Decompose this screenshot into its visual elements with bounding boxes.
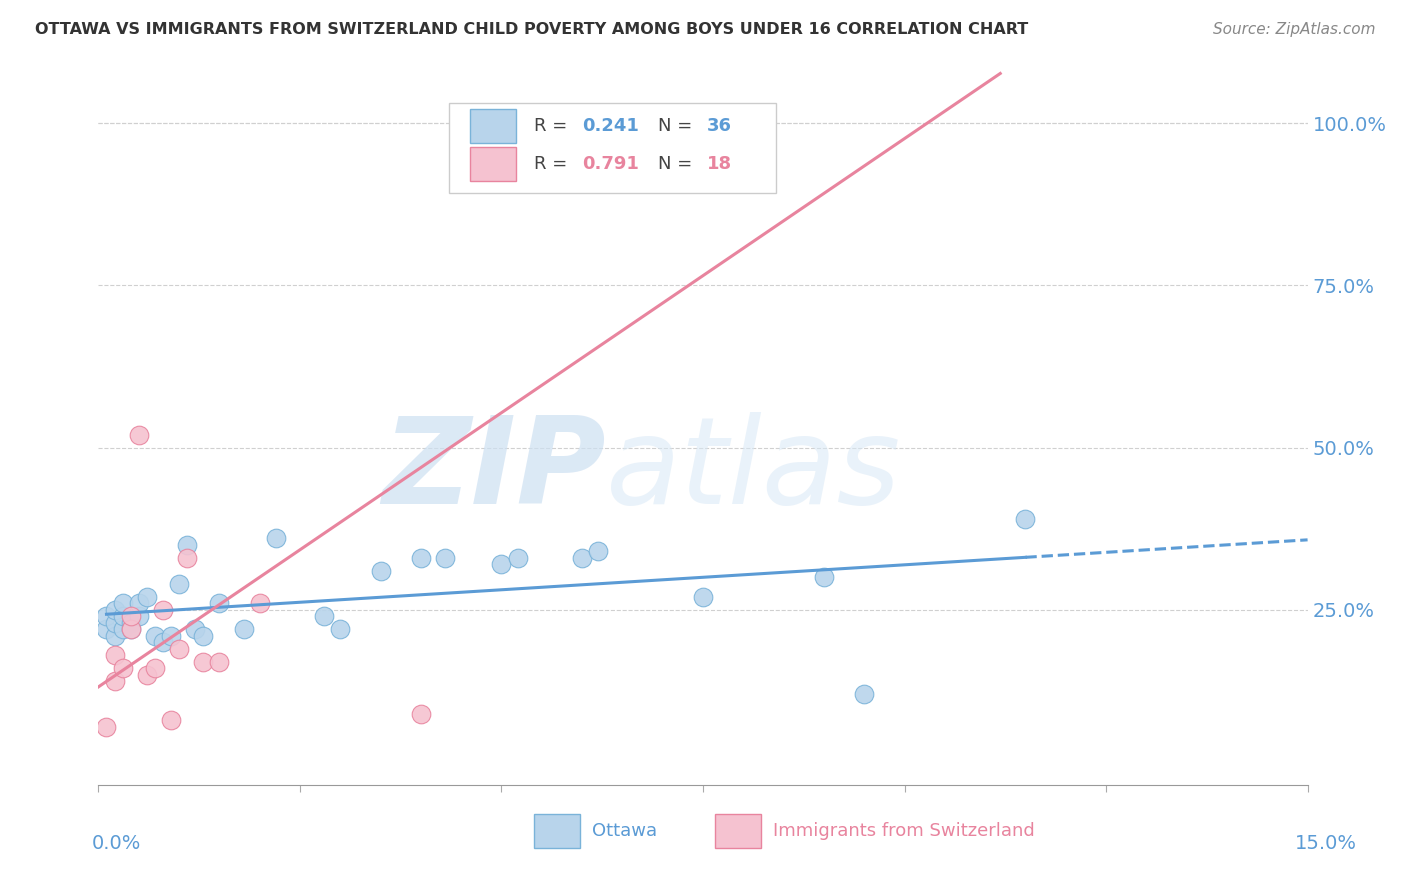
Point: [208, 655, 231, 669]
Point: [264, 532, 287, 546]
Point: [143, 661, 166, 675]
Point: [314, 609, 336, 624]
Point: [96, 720, 118, 734]
Point: [160, 713, 183, 727]
Point: [111, 609, 134, 624]
Point: [120, 622, 142, 636]
FancyBboxPatch shape: [716, 814, 761, 847]
Point: [208, 596, 231, 610]
Point: [103, 615, 125, 630]
Point: [692, 590, 714, 604]
Point: [232, 622, 254, 636]
FancyBboxPatch shape: [470, 109, 516, 143]
Text: R =: R =: [534, 155, 567, 173]
Text: 15.0%: 15.0%: [1295, 834, 1357, 853]
Point: [370, 564, 392, 578]
Point: [111, 661, 134, 675]
Text: 36: 36: [707, 117, 731, 135]
Point: [152, 635, 174, 649]
Point: [143, 629, 166, 643]
Text: 0.791: 0.791: [582, 155, 638, 173]
Text: N =: N =: [658, 117, 693, 135]
Text: N =: N =: [658, 155, 693, 173]
Point: [160, 629, 183, 643]
Text: Ottawa: Ottawa: [592, 822, 657, 840]
Point: [152, 603, 174, 617]
Point: [176, 538, 198, 552]
Point: [1014, 512, 1036, 526]
Point: [249, 596, 271, 610]
Point: [135, 667, 157, 681]
Point: [120, 622, 142, 636]
Point: [96, 609, 118, 624]
Point: [103, 629, 125, 643]
Text: Source: ZipAtlas.com: Source: ZipAtlas.com: [1212, 22, 1375, 37]
Point: [733, 110, 755, 124]
Text: OTTAWA VS IMMIGRANTS FROM SWITZERLAND CHILD POVERTY AMONG BOYS UNDER 16 CORRELAT: OTTAWA VS IMMIGRANTS FROM SWITZERLAND CH…: [35, 22, 1028, 37]
Point: [111, 596, 134, 610]
Text: R =: R =: [534, 117, 567, 135]
Point: [571, 550, 593, 565]
Point: [111, 622, 134, 636]
Point: [184, 622, 207, 636]
Point: [853, 687, 876, 701]
Point: [491, 558, 513, 572]
Point: [96, 622, 118, 636]
Point: [103, 603, 125, 617]
FancyBboxPatch shape: [470, 147, 516, 181]
Point: [128, 596, 150, 610]
Point: [329, 622, 352, 636]
Point: [167, 577, 190, 591]
Point: [103, 648, 125, 663]
Text: Immigrants from Switzerland: Immigrants from Switzerland: [773, 822, 1035, 840]
Point: [409, 706, 432, 721]
Point: [176, 550, 198, 565]
Point: [586, 544, 609, 558]
FancyBboxPatch shape: [449, 103, 776, 193]
Point: [506, 550, 529, 565]
FancyBboxPatch shape: [534, 814, 579, 847]
Point: [103, 674, 125, 689]
Text: ZIP: ZIP: [382, 412, 606, 530]
Point: [434, 550, 457, 565]
Text: 0.241: 0.241: [582, 117, 638, 135]
Point: [813, 570, 835, 584]
Point: [135, 590, 157, 604]
Text: 18: 18: [707, 155, 731, 173]
Point: [128, 609, 150, 624]
Point: [167, 641, 190, 656]
Text: 0.0%: 0.0%: [91, 834, 141, 853]
Point: [193, 655, 215, 669]
Point: [409, 550, 432, 565]
Point: [120, 615, 142, 630]
Point: [193, 629, 215, 643]
Point: [120, 609, 142, 624]
Point: [128, 427, 150, 442]
Text: atlas: atlas: [606, 412, 901, 530]
